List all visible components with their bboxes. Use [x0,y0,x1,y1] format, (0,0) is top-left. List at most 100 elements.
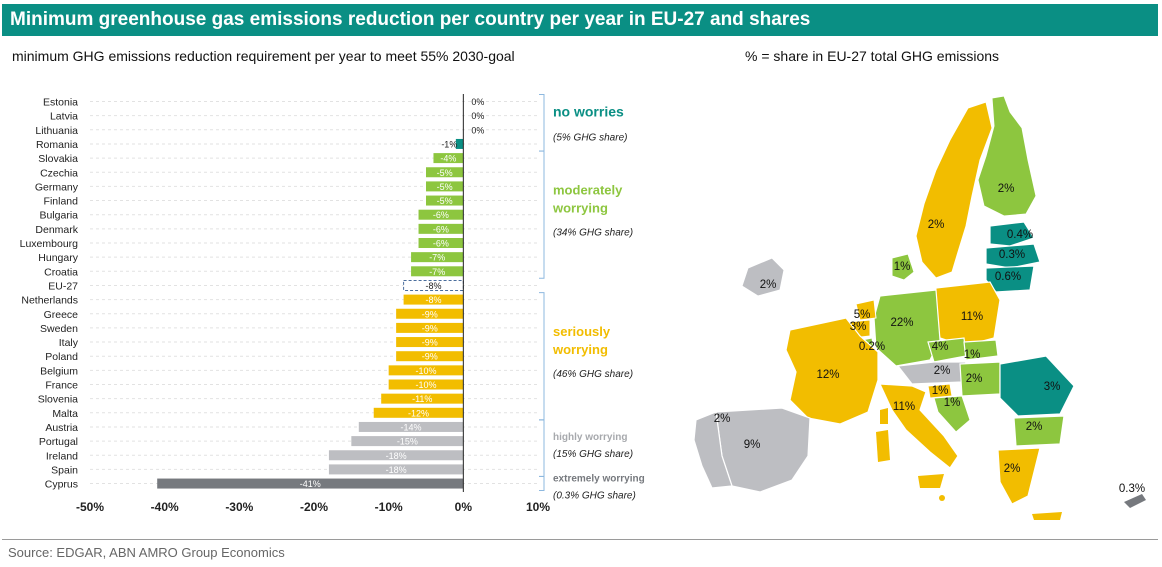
gridlines [90,101,538,485]
data-label: -1% [441,139,457,149]
category-label: Poland [45,351,78,363]
category-label: Lithuania [35,125,78,137]
bar-denmark [418,223,464,234]
bars: 0% 0% 0% -1% -4% -5% -5% -5% -6% -6% -6% -7% -7% -8% -… [157,97,484,489]
data-label: -5% [437,168,453,178]
bottom-rule [2,539,1158,540]
group-share: (5% GHG share) [553,133,627,144]
map-subtitle: % = share in EU-27 total GHG emissions [745,48,1000,64]
data-label: -12% [408,408,429,418]
category-label: Austria [45,422,78,434]
data-label: -6% [433,224,449,234]
bar-sweden [396,322,464,333]
map-share-label: 1% [894,261,911,273]
bar-germany [426,181,464,192]
category-label: Ireland [46,450,78,462]
bracket [539,292,545,421]
map-finland [977,95,1037,217]
group-label: extremely worrying [553,474,645,485]
data-label: -9% [422,309,438,319]
bar-czechia [426,167,464,178]
data-label: -5% [437,196,453,206]
data-label: 0% [471,111,484,121]
map-corsica [880,408,888,424]
group-annotations: no worries (5% GHG share) moderately worryi… [539,94,645,502]
map-share-label: 1% [932,385,949,397]
bar-chart: 0%0%0%-1%-4%-5%-5%-5%-6%-6%-6%-7%-7%-8%-… [20,94,645,514]
bar-luxembourg [418,238,464,248]
map-share-label: 0.6% [995,271,1021,283]
map-latvia [985,243,1041,269]
x-tick-label: 10% [526,500,550,514]
map-share-label: 0.4% [1007,229,1033,241]
data-label: -8% [425,281,441,291]
bracket [539,419,545,477]
bar-romania [455,138,464,149]
x-tick-label: -30% [225,500,253,514]
x-tick-label: -50% [76,500,104,514]
bar-malta [373,407,464,418]
group-label: moderately [553,183,623,198]
group-share: (0.3% GHG share) [553,491,636,502]
category-label: Romania [36,139,78,151]
group-label: worrying [552,342,608,357]
map-share-label: 12% [816,369,839,381]
bar-france [388,379,464,390]
category-label: Estonia [43,97,78,109]
data-label: -4% [440,154,456,164]
map-share-labels: 2%0.4%0.3%0.6%2%1%2%5%3% 22% 11%0.2% 4%12%1… [714,183,1145,495]
category-label: Hungary [38,252,78,264]
category-label: Cyprus [45,479,78,491]
map-share-label: 2% [928,219,945,231]
category-label: Belgium [40,365,78,377]
category-labels: Estonia Latvia Lithuania Romania Slovakia Cze… [20,97,79,491]
category-label: Denmark [35,224,78,236]
chart-title: Minimum greenhouse gas emissions reducti… [2,4,1158,36]
data-label: -8% [425,295,441,305]
data-label: -7% [429,267,445,277]
map-share-label: 0.3% [999,249,1025,261]
map-share-label: 22% [890,317,913,329]
map-cyprus [1124,494,1146,508]
map-lithuania [985,265,1035,293]
bracket [539,476,545,492]
x-tick-label: -10% [375,500,403,514]
bar-hungary [411,252,464,263]
map-share-label: 0.2% [859,341,885,353]
category-label: Latvia [50,111,78,123]
bar-spain [328,464,464,475]
category-label: Greece [44,309,79,321]
group-label: no worries [553,104,624,120]
bracket [539,150,545,279]
map-share-label: 11% [961,311,983,323]
bar-slovenia [381,393,464,404]
map-sardinia [876,430,890,462]
map-crete [1032,512,1062,520]
data-label: -9% [422,352,438,362]
category-label: Slovakia [38,153,78,165]
data-label: -7% [429,253,445,263]
data-label: -18% [386,451,407,461]
map-italy [879,383,959,469]
data-label: -41% [300,479,321,489]
category-label: France [45,380,78,392]
map-share-label: 9% [744,439,761,451]
map-share-label: 2% [1026,421,1043,433]
map-denmark [891,253,915,281]
group-share: (46% GHG share) [553,369,633,380]
category-label: Bulgaria [39,210,78,222]
category-label: EU-27 [48,280,78,292]
bar-croatia [411,266,464,277]
bar-austria [358,421,464,432]
data-label: -15% [397,437,418,447]
group-share: (15% GHG share) [553,449,633,460]
bar-slovakia [433,153,464,164]
map-slovenia [927,383,953,399]
data-label: -10% [415,380,436,390]
data-label: -18% [386,465,407,475]
data-label: 0% [471,97,484,107]
data-label: 0% [471,125,484,135]
x-tick-label: 0% [455,500,473,514]
map-share-label: 4% [932,341,949,353]
map-share-label: 1% [944,397,961,409]
